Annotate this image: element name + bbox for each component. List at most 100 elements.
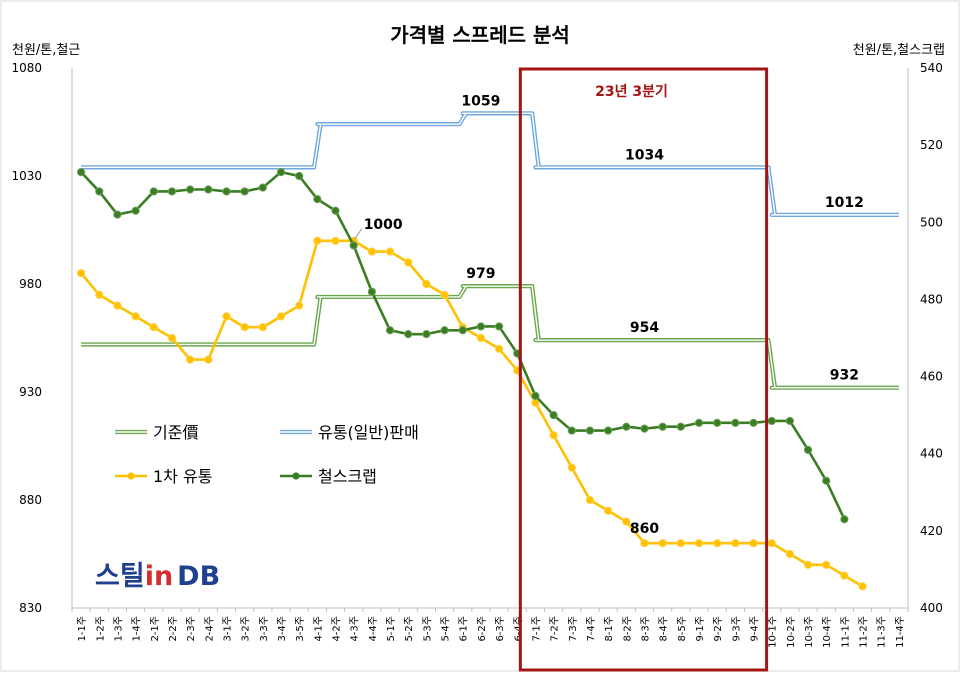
legend-label: 유통(일반)판매	[318, 423, 419, 442]
y-tick-label-left: 1080	[11, 61, 42, 75]
data-point-1차-유통	[749, 539, 758, 548]
data-point-1차-유통	[404, 258, 413, 267]
data-labels-group: 1059 1034 1012 979 954 932 1000 860	[354, 93, 864, 537]
data-point-철스크랩	[258, 183, 267, 192]
data-point-1차-유통	[840, 571, 849, 580]
data-label: 1034	[625, 147, 664, 163]
data-point-1차-유통	[494, 344, 504, 353]
data-point-1차-유통	[567, 463, 576, 472]
data-point-철스크랩	[458, 326, 467, 335]
x-tick-label: 4-4주	[368, 616, 379, 642]
data-point-철스크랩	[167, 187, 177, 196]
legend-label: 1차 유통	[153, 467, 212, 486]
data-point-철스크랩	[313, 195, 322, 204]
data-label-leader	[354, 228, 363, 240]
logo-text: 스틸in DB	[95, 561, 220, 592]
data-point-철스크랩	[749, 418, 758, 427]
data-label: 1059	[461, 93, 500, 109]
x-tick-label: 6-3주	[495, 616, 506, 642]
data-point-철스크랩	[440, 326, 449, 335]
x-tick-label: 3-1주	[222, 616, 233, 642]
data-point-철스크랩	[531, 391, 540, 400]
x-tick-label: 1-4주	[132, 616, 143, 642]
legend: 기준價 유통(일반)판매 1차 유통 철스크랩	[115, 423, 419, 486]
y-tick-label-right: 500	[920, 215, 943, 229]
data-point-철스크랩	[640, 424, 649, 433]
x-tick-label: 1-1주	[77, 616, 88, 642]
data-point-철스크랩	[367, 287, 376, 296]
data-point-1차-유통	[767, 539, 776, 548]
data-point-1차-유통	[240, 323, 249, 332]
y-tick-label-right: 540	[920, 61, 943, 75]
y-tick-label-right: 400	[920, 601, 943, 615]
data-point-1차-유통	[476, 333, 486, 343]
x-tick-label: 8-3주	[640, 616, 651, 642]
x-tick-label: 2-2주	[168, 616, 179, 642]
x-tick-label: 9-4주	[750, 616, 761, 642]
data-point-1차-유통	[131, 312, 140, 321]
x-tick-label: 4-1주	[313, 616, 324, 642]
data-point-철스크랩	[803, 445, 813, 454]
data-point-철스크랩	[295, 171, 304, 181]
data-point-철스크랩	[658, 422, 667, 431]
logo: 스틸in DB	[95, 561, 220, 592]
data-point-1차-유통	[367, 247, 376, 256]
y-tick-label-left: 980	[19, 277, 42, 291]
x-tick-label: 2-3주	[186, 616, 197, 642]
data-label: 979	[466, 266, 495, 282]
highlight-box	[518, 67, 769, 672]
data-point-철스크랩	[476, 322, 486, 331]
highlight-group: 23년 3분기	[518, 67, 769, 672]
data-point-1차-유통	[658, 539, 667, 548]
data-point-1차-유통	[204, 355, 213, 364]
y-axis-label-right: 천원/톤,철스크랩	[853, 43, 945, 58]
data-point-1차-유통	[385, 247, 395, 256]
legend-label: 철스크랩	[318, 467, 377, 486]
data-point-1차-유통	[222, 312, 231, 321]
data-point-철스크랩	[731, 418, 740, 427]
y-tick-label-left: 1030	[11, 169, 42, 183]
data-point-철스크랩	[331, 206, 340, 215]
x-tick-label: 7-3주	[568, 616, 579, 642]
data-point-1차-유통	[585, 495, 595, 505]
data-point-철스크랩	[385, 326, 395, 335]
data-point-1차-유통	[313, 236, 322, 245]
logo-part-steel: 스틸	[95, 561, 145, 592]
logo-part-in: in	[145, 561, 173, 592]
data-point-철스크랩	[785, 416, 794, 426]
data-label: 860	[630, 521, 659, 537]
data-point-철스크랩	[604, 426, 613, 435]
data-point-철스크랩	[694, 418, 704, 427]
data-point-철스크랩	[404, 330, 413, 339]
legend-label: 기준價	[153, 423, 198, 442]
y-tick-label-right: 420	[920, 524, 943, 538]
data-point-철스크랩	[240, 187, 249, 196]
data-point-1차-유통	[694, 539, 704, 548]
data-point-1차-유통	[785, 549, 794, 559]
x-tick-label: 7-1주	[531, 616, 542, 642]
x-tick-label: 3-3주	[259, 616, 270, 642]
data-point-1차-유통	[549, 431, 558, 440]
data-point-1차-유통	[622, 517, 631, 526]
data-point-철스크랩	[549, 411, 558, 420]
x-tick-label: 3-2주	[241, 616, 252, 642]
x-tick-label: 8-5주	[677, 616, 688, 642]
x-tick-label: 5-2주	[404, 616, 415, 642]
data-point-1차-유통	[113, 301, 122, 310]
x-tick-label: 7-2주	[550, 616, 561, 642]
data-point-철스크랩	[567, 426, 576, 435]
x-tick-label: 3-4주	[277, 616, 288, 642]
x-tick-label: 2-1주	[150, 616, 161, 642]
y-axis-label-left: 천원/톤,철근	[12, 43, 80, 58]
data-point-1차-유통	[149, 323, 158, 332]
x-tick-label: 8-4주	[659, 616, 670, 642]
x-tick-label: 6-4주	[513, 616, 524, 642]
data-label: 954	[630, 320, 659, 336]
x-tick-label: 1-2주	[95, 616, 106, 642]
data-point-1차-유통	[422, 279, 431, 289]
x-tick-label: 11-3주	[877, 616, 888, 648]
data-label: 1012	[825, 195, 864, 211]
data-point-철스크랩	[676, 422, 685, 431]
